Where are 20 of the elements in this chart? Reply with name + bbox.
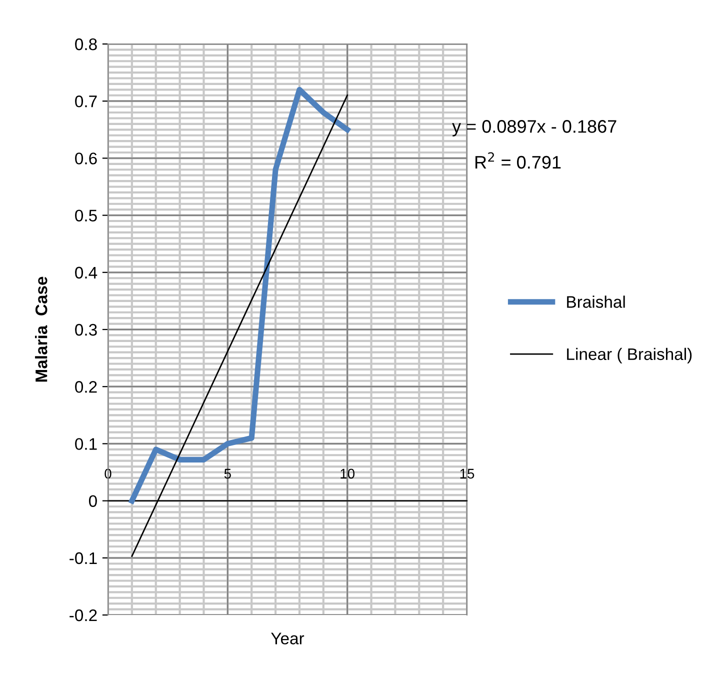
legend-label: Linear ( Braishal)	[567, 348, 692, 364]
y-tick-label: 0.7	[75, 96, 97, 108]
x-axis-title: Year	[271, 632, 304, 644]
y-tick-label: 0.1	[75, 438, 97, 450]
y-axis-title: Malaria Case	[35, 276, 48, 382]
y-tick-label: 0.8	[75, 38, 97, 50]
y-tick-label: -0.1	[70, 552, 97, 564]
y-tick-label: 0.4	[75, 266, 98, 279]
text: R$^{2}$ = 0.791	[475, 152, 561, 169]
x-tick-label: 5	[224, 468, 231, 479]
x-tick-label: 10	[340, 468, 355, 479]
legend-label: Braishal	[567, 296, 625, 308]
y-tick-label: 0.2	[75, 381, 97, 393]
y-tick-label: 0.6	[75, 152, 97, 164]
y-tick-label: 0.3	[75, 324, 97, 336]
y-tick-label: -0.2	[70, 609, 97, 622]
y-tick-label: 0.5	[75, 210, 97, 222]
annotation: y = 0.0897x - 0.1867	[452, 120, 616, 136]
x-tick-label: 15	[460, 468, 474, 479]
y-tick-label: 0	[88, 495, 97, 508]
